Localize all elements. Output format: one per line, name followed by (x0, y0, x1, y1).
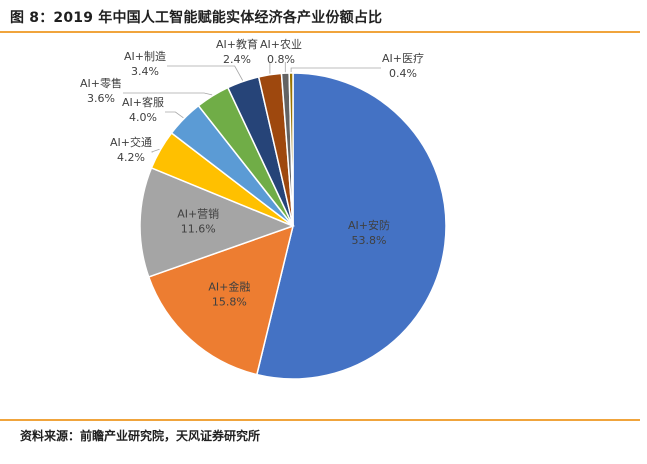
slice-value-label: 3.4% (131, 65, 159, 78)
slice-name-label: AI+农业 (260, 37, 302, 51)
slice-name-label: AI+交通 (110, 135, 152, 149)
slice-value-label: 11.6% (181, 223, 216, 236)
slice-value-label: 0.4% (389, 67, 417, 80)
slice-name-label: AI+制造 (124, 49, 166, 63)
slice-value-label: 2.4% (223, 53, 251, 66)
slice-value-label: 4.0% (129, 111, 157, 124)
slice-value-label: 53.8% (352, 234, 387, 247)
slice-value-label: 15.8% (212, 295, 247, 308)
slice-name-label: AI+金融 (208, 279, 250, 293)
figure-title: 图 8：2019 年中国人工智能赋能实体经济各产业份额占比 (10, 10, 383, 26)
slice-value-label: 4.2% (117, 151, 145, 164)
slice-name-label: AI+医疗 (382, 51, 424, 65)
pie-slice (147, 224, 295, 376)
pie-slice (255, 72, 447, 380)
leader-line (290, 67, 381, 72)
bottom-divider (0, 419, 640, 421)
slice-name-label: AI+零售 (80, 76, 122, 90)
leader-line (165, 111, 184, 119)
top-divider (0, 31, 640, 33)
source-note: 资料来源：前瞻产业研究院，天风证券研究所 (20, 429, 261, 443)
slice-name-label: AI+营销 (177, 207, 219, 221)
slice-value-label: 0.8% (267, 53, 295, 66)
pie-slice (288, 72, 294, 227)
leader-line (123, 92, 213, 96)
leader-line (151, 148, 160, 153)
pie-slice (139, 166, 296, 278)
slice-name-label: AI+教育 (216, 37, 258, 51)
slice-value-label: 3.6% (87, 92, 115, 105)
slice-name-label: AI+客服 (122, 95, 164, 109)
slice-name-label: AI+安防 (348, 218, 390, 232)
leader-line (167, 65, 244, 81)
